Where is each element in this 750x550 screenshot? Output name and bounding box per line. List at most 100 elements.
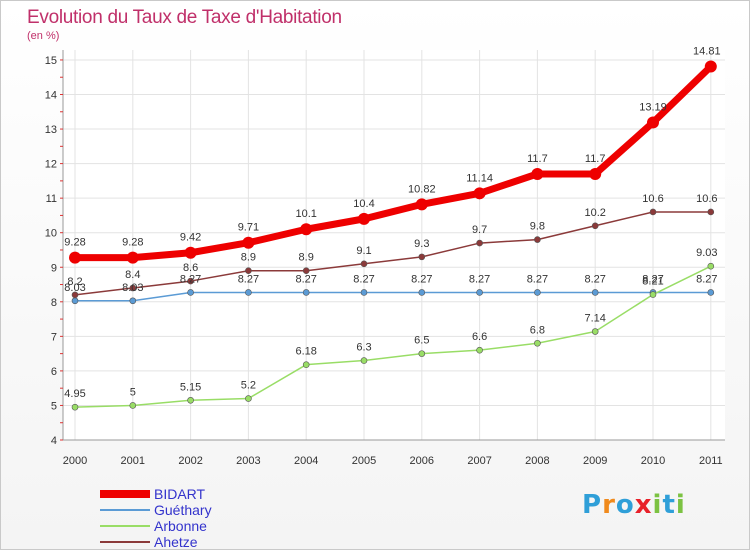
data-label-arbonne: 6.8 [530, 324, 545, 336]
data-point-gu-thary [476, 289, 483, 296]
y-tick-label: 15 [45, 55, 57, 67]
legend-item: Ahetze [100, 534, 300, 550]
data-label-bidart: 11.7 [527, 153, 548, 165]
x-tick-label: 2003 [236, 455, 260, 467]
data-point-ahetze [71, 291, 79, 299]
data-point-ahetze [649, 208, 657, 216]
data-label-arbonne: 6.6 [472, 331, 487, 343]
data-label-ahetze: 8.4 [125, 269, 140, 281]
data-label-bidart: 11.7 [585, 153, 606, 165]
data-point-gu-thary [591, 289, 599, 296]
y-tick-label: 13 [45, 124, 57, 136]
plot-area [63, 50, 725, 440]
data-point-gu-thary [418, 289, 426, 296]
data-label-gu-thary: 8.27 [469, 273, 490, 285]
data-point-gu-thary [245, 289, 252, 296]
data-label-bidart: 9.71 [238, 222, 259, 234]
y-tick-label: 6 [51, 366, 57, 378]
x-tick-label: 2011 [699, 455, 723, 467]
data-label-gu-thary: 8.03 [122, 282, 143, 294]
data-label-arbonne: 4.95 [64, 388, 85, 400]
chart-title: Evolution du Taux de Taxe d'Habitation [27, 7, 342, 28]
y-tick-label: 14 [45, 90, 57, 102]
data-label-gu-thary: 8.27 [527, 273, 548, 285]
data-point-ahetze [360, 260, 368, 268]
data-label-arbonne: 6.5 [414, 335, 429, 347]
data-label-gu-thary: 8.27 [411, 273, 432, 285]
data-point-arbonne [245, 395, 252, 402]
x-tick-label: 2002 [178, 455, 202, 467]
data-point-ahetze [418, 253, 426, 261]
brand-letter: i [652, 490, 663, 520]
data-label-bidart: 10.1 [295, 208, 316, 220]
x-tick-label: 2007 [467, 455, 491, 467]
data-label-arbonne: 6.18 [295, 346, 316, 358]
data-label-gu-thary: 8.27 [353, 273, 374, 285]
data-point-bidart [69, 251, 81, 264]
x-tick-label: 2001 [121, 455, 145, 467]
data-point-gu-thary [187, 289, 194, 296]
series-line-arbonne [74, 265, 712, 408]
data-point-ahetze [534, 236, 541, 243]
data-point-bidart [704, 60, 717, 73]
data-point-bidart [126, 251, 139, 264]
data-label-bidart: 13.19 [639, 101, 667, 113]
y-tick-label: 9 [51, 262, 57, 274]
data-label-bidart: 10.82 [408, 183, 436, 195]
data-label-arbonne: 8.21 [642, 276, 663, 288]
data-label-bidart: 9.28 [122, 237, 143, 249]
data-label-ahetze: 9.1 [356, 245, 371, 257]
y-tick-label: 4 [51, 435, 57, 447]
data-point-gu-thary [129, 297, 137, 305]
x-tick-label: 2000 [63, 455, 87, 467]
data-label-arbonne: 5.15 [180, 381, 201, 393]
data-label-ahetze: 8.6 [183, 262, 198, 274]
x-tick-label: 2005 [352, 455, 376, 467]
data-point-arbonne [591, 328, 599, 335]
data-point-bidart [647, 116, 659, 129]
data-point-bidart [589, 167, 602, 180]
data-point-gu-thary [707, 289, 715, 296]
data-label-gu-thary: 8.27 [642, 273, 663, 285]
brand-letter: r [602, 490, 616, 520]
brand-logo: Proxiti [582, 490, 686, 520]
data-label-ahetze: 10.2 [584, 207, 605, 219]
data-point-ahetze [591, 222, 599, 230]
y-tick-label: 12 [45, 159, 57, 171]
data-point-arbonne [476, 346, 483, 354]
data-label-arbonne: 5 [130, 386, 136, 398]
series-line-gu-thary [74, 291, 712, 302]
legend-label: BIDART [154, 486, 206, 502]
legend-label: Arbonne [154, 518, 207, 534]
data-point-ahetze [707, 208, 715, 216]
brand-letter: i [675, 490, 686, 520]
data-label-gu-thary: 8.27 [180, 273, 201, 285]
data-label-bidart: 11.14 [466, 172, 493, 184]
data-point-arbonne [71, 403, 79, 411]
data-label-bidart: 14.81 [693, 46, 721, 58]
data-point-gu-thary [534, 289, 541, 296]
y-tick-label: 5 [51, 400, 57, 412]
data-label-ahetze: 8.2 [67, 276, 82, 288]
data-point-bidart [242, 236, 255, 249]
y-tick-label: 10 [45, 228, 57, 240]
series-line-bidart [71, 63, 715, 262]
legend-swatch [100, 525, 150, 527]
legend-item: Guéthary [100, 502, 300, 518]
data-point-arbonne [129, 402, 137, 409]
data-point-gu-thary [360, 289, 368, 296]
data-label-ahetze: 9.7 [472, 224, 487, 236]
data-point-arbonne [649, 291, 657, 298]
data-point-bidart [358, 212, 370, 225]
legend: BIDART Guéthary Arbonne Ahetze [100, 486, 300, 550]
data-label-arbonne: 7.14 [584, 313, 605, 325]
data-point-arbonne [187, 396, 194, 404]
data-label-gu-thary: 8.27 [295, 273, 316, 285]
data-point-bidart [473, 187, 486, 200]
x-tick-label: 2004 [294, 455, 318, 467]
legend-swatch [100, 490, 150, 498]
data-point-ahetze [187, 277, 194, 285]
data-label-gu-thary: 8.27 [696, 273, 717, 285]
data-label-gu-thary: 8.03 [64, 282, 85, 294]
